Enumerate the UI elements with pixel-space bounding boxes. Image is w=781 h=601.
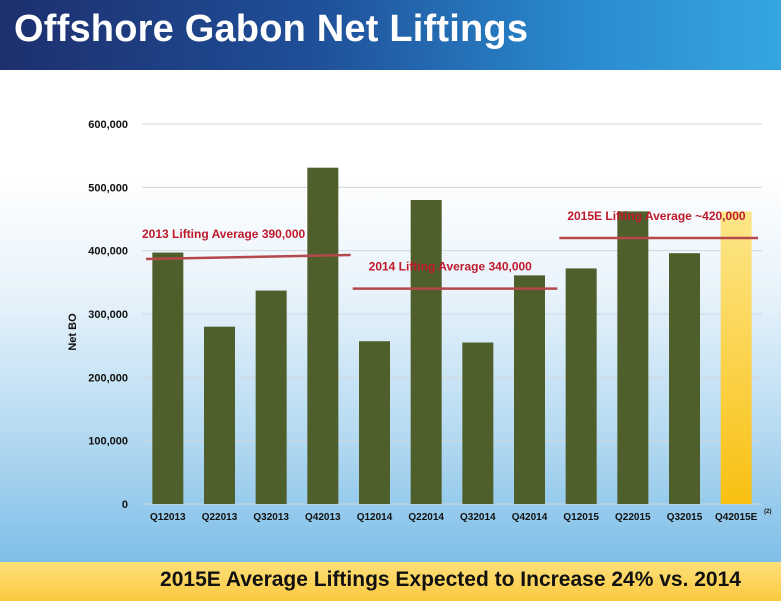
average-line bbox=[145, 253, 351, 261]
bar-q12014 bbox=[359, 341, 390, 504]
x-tick-label: Q12015 bbox=[563, 512, 599, 523]
bar-chart: 0 100,000 200,000 300,000 400,000 500,000 600,… bbox=[67, 119, 772, 523]
bar-q32015 bbox=[669, 253, 700, 504]
x-tick-label: Q32015 bbox=[667, 512, 703, 523]
footer-headline: 2015E Average Liftings Expected to Incre… bbox=[160, 568, 741, 591]
x-tick-label: Q32014 bbox=[460, 512, 496, 523]
y-axis-label: Net BO bbox=[67, 313, 79, 351]
bar-q32013 bbox=[255, 290, 287, 504]
bar-q42015e bbox=[720, 211, 752, 504]
y-tick-label: 600,000 bbox=[88, 119, 128, 131]
x-tick-label: Q32013 bbox=[253, 512, 289, 523]
chart-area bbox=[0, 70, 781, 562]
x-tick-label: Q22014 bbox=[408, 512, 444, 523]
x-tick-label: Q42013 bbox=[305, 512, 341, 523]
average-annotation: 2013 Lifting Average 390,000 bbox=[142, 227, 306, 241]
bar-q12015 bbox=[565, 268, 597, 504]
x-tick-label: Q42015E bbox=[715, 512, 758, 523]
footnote-marker: (2) bbox=[764, 509, 771, 515]
footer-banner: 2015E Average Liftings Expected to Incre… bbox=[0, 562, 781, 601]
bar-q22014 bbox=[410, 200, 442, 504]
y-tick-label: 500,000 bbox=[88, 182, 128, 194]
y-tick-label: 400,000 bbox=[88, 246, 128, 258]
bar-q32014 bbox=[462, 342, 494, 504]
y-tick-label: 0 bbox=[122, 499, 128, 511]
y-tick-label: 300,000 bbox=[88, 309, 128, 321]
average-annotation: 2015E Lifting Average ~420,000 bbox=[567, 209, 746, 223]
x-tick-label: Q22015 bbox=[615, 512, 651, 523]
x-tick-label: Q42014 bbox=[512, 512, 548, 523]
bar-q42014 bbox=[514, 275, 545, 504]
average-annotation: 2014 Lifting Average 340,000 bbox=[369, 260, 533, 274]
bar-q22013 bbox=[204, 326, 235, 504]
y-tick-label: 200,000 bbox=[88, 372, 128, 384]
bar-q42013 bbox=[307, 167, 339, 504]
title-banner: Offshore Gabon Net Liftings bbox=[0, 0, 781, 70]
page-title: Offshore Gabon Net Liftings bbox=[14, 8, 529, 50]
x-tick-label: Q22013 bbox=[202, 512, 238, 523]
y-tick-label: 100,000 bbox=[88, 436, 128, 448]
bar-q12013 bbox=[152, 252, 184, 504]
bar-q22015 bbox=[617, 211, 649, 504]
x-tick-label: Q12013 bbox=[150, 512, 186, 523]
x-tick-label: Q12014 bbox=[357, 512, 393, 523]
